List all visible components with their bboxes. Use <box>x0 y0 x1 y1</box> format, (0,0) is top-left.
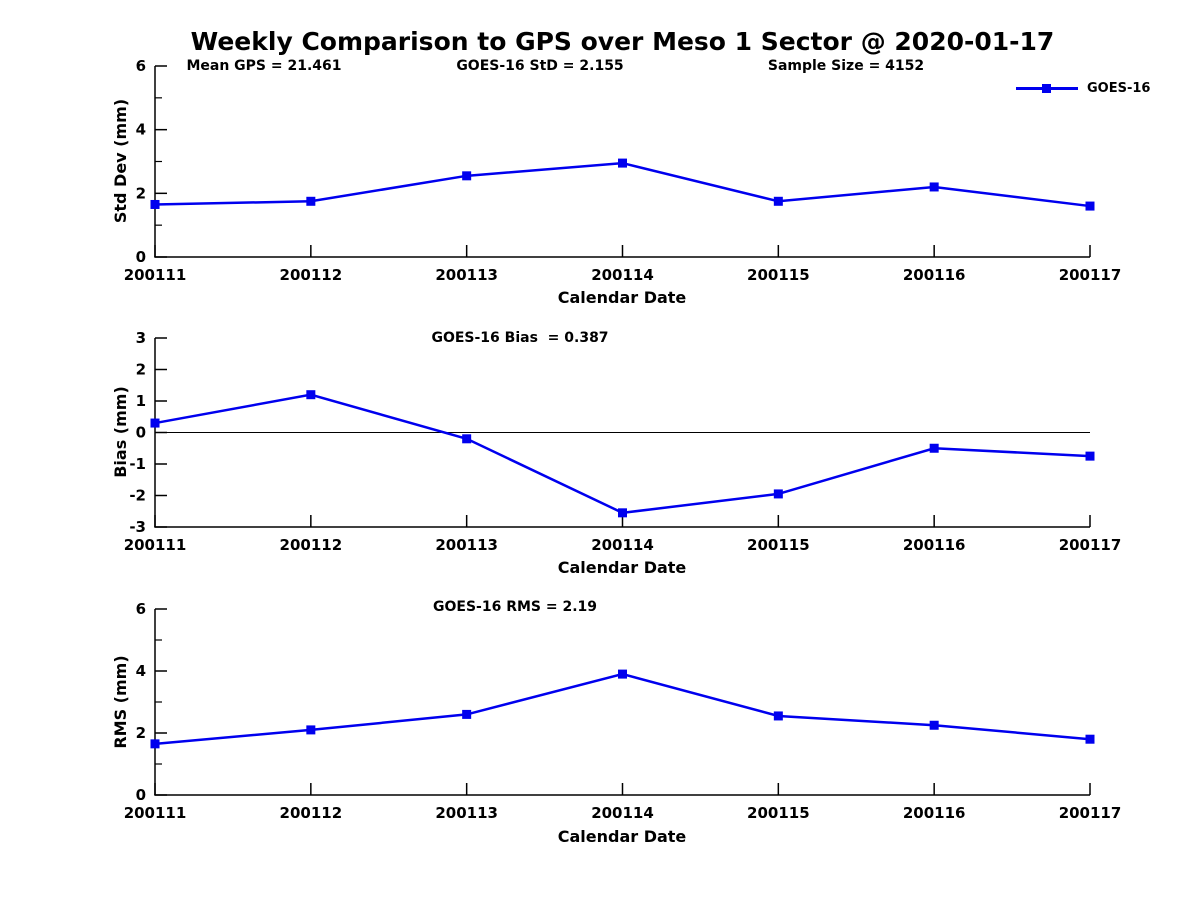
goes16-data-marker <box>462 171 472 181</box>
goes16-data-marker <box>929 443 939 453</box>
x-tick-label: 200112 <box>280 804 343 822</box>
y-tick-label: 6 <box>136 600 146 618</box>
goes16-data-marker <box>618 669 627 679</box>
goes16-data-marker <box>1085 451 1095 461</box>
figure-title: Weekly Comparison to GPS over Meso 1 Sec… <box>190 27 1055 56</box>
goes16-data-marker <box>150 199 160 209</box>
y-tick-label: 0 <box>136 248 146 266</box>
x-tick-label: 200116 <box>903 804 966 822</box>
goes16-data-marker <box>773 196 783 206</box>
x-tick-label: 200116 <box>903 536 966 554</box>
x-axis-label-stddev: Calendar Date <box>557 288 687 307</box>
y-axis-label-stddev: Std Dev (mm) <box>111 98 130 224</box>
x-tick-label: 200116 <box>903 266 966 284</box>
goes16-data-marker <box>150 418 160 428</box>
goes16-data-marker <box>1085 201 1095 211</box>
goes16-data-marker <box>306 725 316 735</box>
y-tick-label: -2 <box>129 487 146 505</box>
y-tick-label: -1 <box>129 455 146 473</box>
y-axis-label-rms: RMS (mm) <box>111 655 130 749</box>
y-tick-label: 6 <box>136 57 146 75</box>
goes16-data-marker <box>306 196 316 206</box>
legend-square-marker-icon <box>1042 84 1051 93</box>
mean-gps-annotation: Mean GPS = 21.461 <box>186 58 342 74</box>
x-tick-label: 200115 <box>747 804 810 822</box>
y-tick-label: 2 <box>136 361 146 379</box>
y-tick-label: 0 <box>136 424 146 442</box>
goes16-data-marker <box>1085 734 1095 744</box>
goes16-data-marker <box>773 489 783 499</box>
y-axis-label-bias: Bias (mm) <box>111 386 130 478</box>
bias-goes16-line <box>154 393 1091 515</box>
bias-annotation: GOES-16 Bias = 0.387 <box>431 330 609 346</box>
x-tick-label: 200111 <box>124 266 187 284</box>
x-tick-label: 200111 <box>124 536 187 554</box>
goes16-data-marker <box>929 720 939 730</box>
x-tick-label: 200114 <box>591 266 654 284</box>
y-tick-label: 0 <box>136 786 146 804</box>
x-tick-label: 200112 <box>280 266 343 284</box>
rms-plot: 0 2 4 6 200111 200112 200113 200114 200115 200116… <box>124 600 1122 822</box>
goes16-data-marker <box>929 182 939 192</box>
sample-size-annotation: Sample Size = 4152 <box>767 58 925 74</box>
x-tick-label: 200113 <box>435 266 498 284</box>
goes16-data-marker <box>306 390 316 400</box>
std-annotation: GOES-16 StD = 2.155 <box>456 58 624 74</box>
y-tick-label: 4 <box>136 121 146 139</box>
x-tick-label: 200113 <box>435 536 498 554</box>
x-tick-label: 200111 <box>124 804 187 822</box>
x-axis-label-rms: Calendar Date <box>557 827 687 846</box>
goes16-data-marker <box>618 158 627 168</box>
x-tick-label: 200112 <box>280 536 343 554</box>
x-axis-label-bias: Calendar Date <box>557 558 687 577</box>
goes16-data-marker <box>618 508 627 518</box>
x-tick-label: 200114 <box>591 536 654 554</box>
rms-goes16-line <box>154 672 1091 746</box>
y-tick-label: 1 <box>136 392 146 410</box>
x-tick-label: 200115 <box>747 536 810 554</box>
bias-plot: -3 -2 -1 0 1 2 3 200111 200112 200113 200114 200115… <box>124 329 1122 554</box>
goes16-data-marker <box>462 709 472 719</box>
std-dev-plot: 0 2 4 6 200111 200112 200113 200114 200115 200116… <box>124 57 1122 284</box>
y-tick-label: 2 <box>136 184 146 202</box>
y-tick-label: 2 <box>136 724 146 742</box>
y-tick-label: 4 <box>136 662 146 680</box>
x-tick-label: 200117 <box>1059 804 1122 822</box>
legend-line-sample <box>1016 84 1078 93</box>
x-tick-label: 200117 <box>1059 266 1122 284</box>
legend: GOES-16 <box>1016 81 1150 96</box>
x-tick-label: 200113 <box>435 804 498 822</box>
goes16-data-marker <box>462 434 472 444</box>
x-tick-label: 200117 <box>1059 536 1122 554</box>
goes16-data-marker <box>150 739 160 749</box>
legend-label-goes16: GOES-16 <box>1087 81 1151 96</box>
y-tick-label: 3 <box>136 329 146 347</box>
goes16-data-marker <box>773 711 783 721</box>
y-tick-label: -3 <box>129 518 146 536</box>
std-dev-goes16-line <box>154 161 1091 208</box>
rms-annotation: GOES-16 RMS = 2.19 <box>432 599 598 615</box>
x-tick-label: 200114 <box>591 804 654 822</box>
x-tick-label: 200115 <box>747 266 810 284</box>
